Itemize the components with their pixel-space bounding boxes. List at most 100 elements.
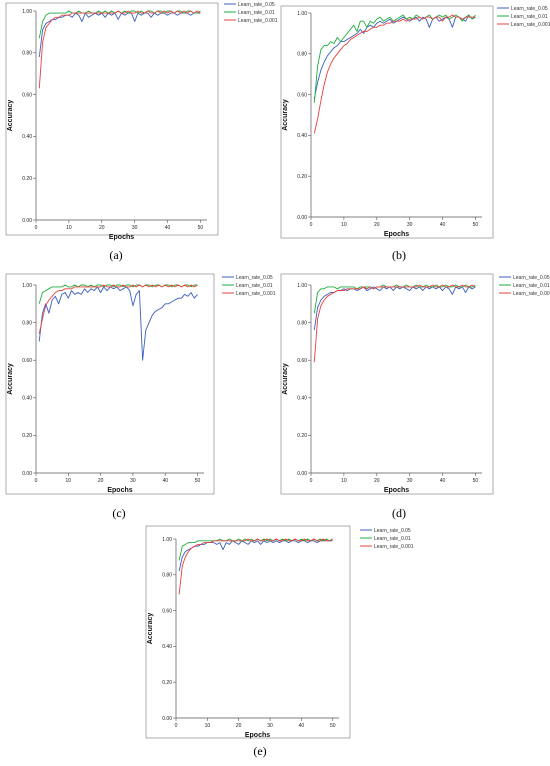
x-tick-label: 10 [66, 478, 72, 484]
series-line [313, 14, 476, 103]
legend-label: Learn_rate_0.001 [374, 544, 414, 550]
x-axis-title: Epochs [107, 487, 132, 494]
y-tick-label: 0.60 [22, 358, 32, 364]
series-line [38, 12, 201, 58]
series-line [313, 286, 476, 331]
legend-label: Learn_rate_0.01 [236, 283, 273, 289]
chart-frame [5, 2, 219, 236]
series-line [38, 284, 198, 334]
x-tick-label: 50 [195, 478, 201, 484]
legend-label: Learn_rate_0.05 [238, 2, 275, 8]
chart-frame [5, 273, 215, 495]
y-tick-label: 1.00 [22, 9, 32, 15]
x-tick-label: 50 [330, 723, 336, 729]
x-tick-label: 40 [162, 478, 168, 484]
y-tick-label: 1.00 [162, 537, 172, 543]
x-tick-label: 0 [35, 478, 38, 484]
legend-label: Learn_rate_0.05 [513, 275, 550, 281]
x-tick-label: 20 [98, 478, 104, 484]
series-line [313, 14, 476, 99]
x-tick-label: 20 [374, 478, 380, 484]
x-tick-label: 0 [35, 225, 38, 231]
x-tick-label: 30 [267, 723, 273, 729]
legend-label: Learn_rate_0.01 [374, 536, 411, 542]
x-tick-label: 30 [132, 225, 138, 231]
panel-caption: (e) [253, 744, 267, 758]
y-tick-label: 0.00 [162, 716, 172, 722]
panel-caption: (c) [112, 506, 126, 520]
x-tick-label: 30 [130, 478, 136, 484]
y-axis-title: Accuracy [7, 363, 14, 395]
x-axis-title: Epochs [384, 231, 409, 238]
panel-a: 0.00 0.20 0.40 0.60 0.80 1.00 0 10 20 30 40 50 Epoch… [0, 0, 278, 270]
x-tick-label: 0 [310, 222, 313, 228]
x-tick-label: 0 [175, 723, 178, 729]
chart-frame [145, 525, 351, 739]
chart-e: 0.00 0.20 0.40 0.60 0.80 1.00 0 10 20 30 40 50 Epoch… [145, 525, 414, 739]
legend-label: Learn_rate_0.01 [513, 283, 550, 289]
x-tick-label: 0 [310, 478, 313, 484]
series-line [178, 538, 333, 595]
x-tick-label: 50 [473, 478, 479, 484]
y-tick-label: 0.00 [22, 218, 32, 224]
x-axis-title: Epochs [245, 732, 270, 739]
x-axis-title: Epochs [109, 234, 134, 241]
y-axis-title: Accuracy [7, 100, 14, 132]
series-line [313, 284, 476, 363]
x-tick-label: 30 [407, 478, 413, 484]
series-line [38, 10, 201, 89]
y-tick-label: 0.20 [22, 433, 32, 439]
y-tick-label: 0.00 [22, 471, 32, 477]
y-tick-label: 1.00 [297, 283, 307, 289]
y-tick-label: 0.40 [22, 134, 32, 140]
legend-label: Learn_rate_0.05 [236, 275, 273, 281]
legend-label: Learn_rate_0.05 [511, 6, 548, 12]
x-tick-label: 50 [198, 225, 204, 231]
x-tick-label: 10 [341, 478, 347, 484]
x-tick-label: 40 [440, 222, 446, 228]
chart-d: 0.00 0.20 0.40 0.60 0.80 1.00 0 10 20 30 40 50 Epoch… [280, 273, 550, 495]
y-axis-title: Accuracy [147, 613, 154, 645]
chart-a: 0.00 0.20 0.40 0.60 0.80 1.00 0 10 20 30 40 50 Epoch… [5, 2, 278, 241]
panel-c: 0.00 0.20 0.40 0.60 0.80 1.00 0 10 20 30 40 50 Epoch… [0, 268, 276, 520]
x-tick-label: 20 [99, 225, 105, 231]
y-tick-label: 0.80 [162, 573, 172, 579]
x-tick-label: 30 [407, 222, 413, 228]
y-axis-title: Accuracy [282, 363, 289, 395]
y-tick-label: 0.60 [297, 92, 307, 98]
y-tick-label: 0.40 [297, 133, 307, 139]
legend-label: Learn_rate_0.001 [236, 291, 276, 297]
y-tick-label: 0.60 [22, 92, 32, 98]
legend-label: Learn_rate_0.05 [374, 528, 411, 534]
x-tick-label: 40 [165, 225, 171, 231]
y-tick-label: 0.40 [22, 396, 32, 402]
panel-b: 0.00 0.20 0.40 0.60 0.80 1.00 0 10 20 30 40 50 Epoch… [275, 0, 550, 270]
chart-frame [280, 273, 494, 495]
legend-label: Learn_rate_0.001 [511, 22, 550, 28]
panel-d: 0.00 0.20 0.40 0.60 0.80 1.00 0 10 20 30 40 50 Epoch… [275, 268, 550, 520]
panel-caption: (a) [109, 248, 123, 262]
chart-c: 0.00 0.20 0.40 0.60 0.80 1.00 0 10 20 30 40 50 Epoch… [5, 273, 276, 495]
series-line [178, 540, 333, 572]
y-tick-label: 0.20 [162, 680, 172, 686]
legend-label: Learn_rate_0.001 [513, 291, 550, 297]
series-line [38, 284, 198, 304]
y-tick-label: 0.60 [162, 608, 172, 614]
chart-b: 0.00 0.20 0.40 0.60 0.80 1.00 0 10 20 30 40 50 Epoch… [280, 5, 550, 239]
x-tick-label: 10 [205, 723, 211, 729]
y-tick-label: 0.80 [297, 52, 307, 58]
y-tick-label: 0.40 [162, 644, 172, 650]
legend-label: Learn_rate_0.01 [511, 14, 548, 20]
x-tick-label: 50 [473, 222, 479, 228]
y-tick-label: 0.80 [297, 320, 307, 326]
x-tick-label: 40 [299, 723, 305, 729]
legend-label: Learn_rate_0.01 [238, 10, 275, 16]
panel-caption: (d) [392, 506, 406, 520]
x-tick-label: 20 [374, 222, 380, 228]
chart-frame [280, 5, 494, 239]
y-tick-label: 0.00 [297, 471, 307, 477]
y-tick-label: 1.00 [297, 11, 307, 17]
y-tick-label: 1.00 [22, 283, 32, 289]
y-tick-label: 0.00 [297, 215, 307, 221]
